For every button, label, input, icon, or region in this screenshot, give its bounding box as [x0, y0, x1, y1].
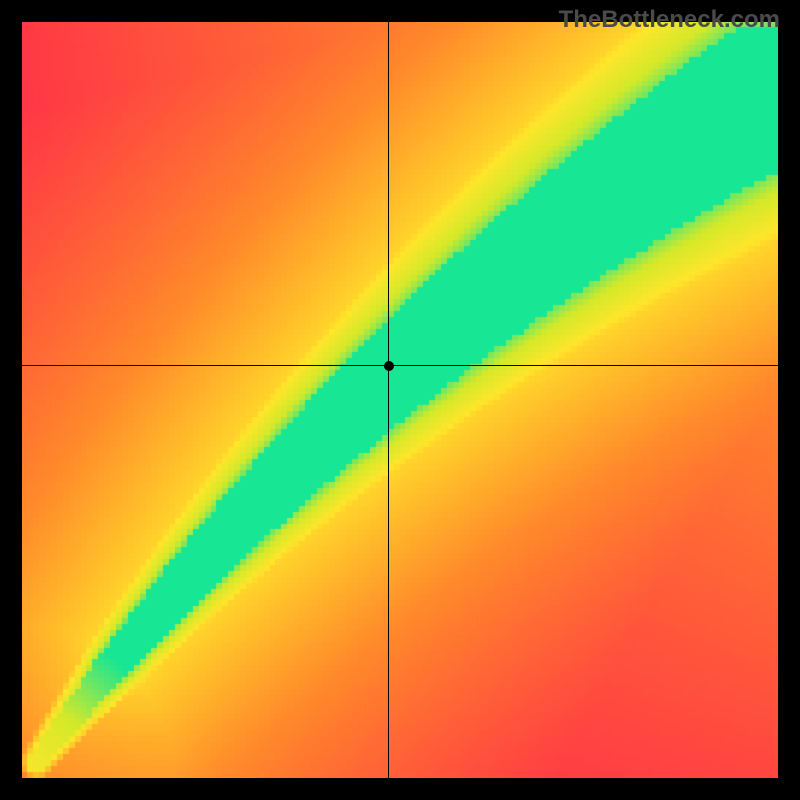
marker-dot — [384, 361, 394, 371]
crosshair-vertical — [388, 22, 389, 778]
chart-container: TheBottleneck.com — [0, 0, 800, 800]
watermark-text: TheBottleneck.com — [559, 6, 780, 34]
crosshair-horizontal — [22, 365, 778, 366]
plot-area — [22, 22, 778, 778]
heatmap-canvas — [22, 22, 778, 778]
